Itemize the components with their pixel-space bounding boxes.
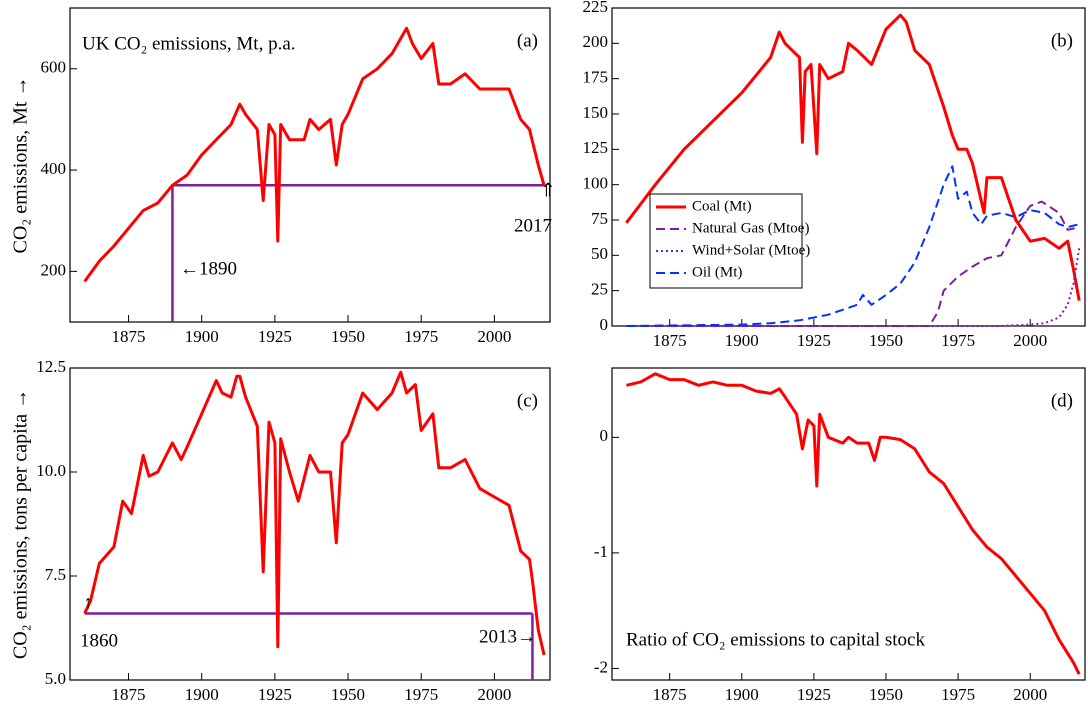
x-tick-label: 1925 xyxy=(258,685,292,704)
x-tick-label: 1975 xyxy=(941,685,975,704)
x-tick-label: 1950 xyxy=(331,327,365,346)
y-tick-label: 7.5 xyxy=(45,565,66,584)
legend-label: Natural Gas (Mtoe) xyxy=(692,220,809,236)
y-tick-label: 75 xyxy=(591,209,608,228)
legend-label: Coal (Mt) xyxy=(692,198,752,214)
y-tick-label: 50 xyxy=(591,244,608,263)
annotation: ←1890 xyxy=(180,258,237,279)
x-tick-label: 2000 xyxy=(477,685,511,704)
data-line xyxy=(626,165,1080,327)
x-tick-label: 1975 xyxy=(404,327,438,346)
annotation: 2017 xyxy=(514,215,552,236)
y-tick-label: 100 xyxy=(583,174,609,193)
x-tick-label: 1950 xyxy=(869,331,903,350)
x-tick-label: 1875 xyxy=(112,327,146,346)
x-tick-label: 1925 xyxy=(797,331,831,350)
y-tick-label: 600 xyxy=(41,58,67,77)
plot-frame xyxy=(69,367,551,681)
annotation: ⇑ xyxy=(540,180,556,201)
y-axis-label: CO₂ emissions, Mt → xyxy=(10,77,32,254)
y-tick-label: 225 xyxy=(583,0,609,16)
data-line xyxy=(626,372,1081,675)
y-tick-label: -2 xyxy=(594,657,608,676)
y-tick-label: -1 xyxy=(594,542,608,561)
x-tick-label: 1925 xyxy=(797,685,831,704)
chart-title: UK CO₂ emissions, Mt, p.a. xyxy=(82,33,296,54)
plot-frame xyxy=(69,7,551,323)
y-tick-label: 0 xyxy=(600,426,609,445)
y-axis-label: CO₂ emissions, tons per capita → xyxy=(10,389,32,659)
y-tick-label: 400 xyxy=(41,159,67,178)
annotation: Ratio of CO₂ emissions to capital stock xyxy=(626,629,925,650)
x-tick-label: 2000 xyxy=(477,327,511,346)
x-tick-label: 1875 xyxy=(112,685,146,704)
annotation: 1860 xyxy=(80,630,118,651)
x-tick-label: 1950 xyxy=(331,685,365,704)
data-line xyxy=(626,248,1081,327)
x-tick-label: 1950 xyxy=(869,685,903,704)
y-tick-label: 125 xyxy=(583,138,609,157)
y-tick-label: 12.5 xyxy=(36,357,66,376)
annotation: 2013→ xyxy=(479,626,536,647)
x-tick-label: 2000 xyxy=(1013,685,1047,704)
x-tick-label: 1875 xyxy=(653,331,687,350)
x-tick-label: 1900 xyxy=(725,331,759,350)
data-line xyxy=(625,13,1081,301)
y-tick-label: 150 xyxy=(583,103,609,122)
legend-label: Wind+Solar (Mtoe) xyxy=(692,242,810,258)
annotation: ↑ xyxy=(83,592,93,613)
y-tick-label: 200 xyxy=(41,260,67,279)
data-line xyxy=(83,370,546,656)
y-tick-label: 5.0 xyxy=(45,669,66,688)
panel-label: (c) xyxy=(517,390,538,411)
y-tick-label: 175 xyxy=(583,68,609,87)
legend-label: Oil (Mt) xyxy=(692,264,742,280)
x-tick-label: 1875 xyxy=(653,685,687,704)
x-tick-label: 1900 xyxy=(185,327,219,346)
plot-frame xyxy=(611,367,1086,681)
y-tick-label: 10.0 xyxy=(36,461,66,480)
x-tick-label: 1925 xyxy=(258,327,292,346)
y-tick-label: 0 xyxy=(600,315,609,334)
panel-label: (b) xyxy=(1051,30,1073,51)
panel-label: (a) xyxy=(517,30,538,51)
x-tick-label: 1900 xyxy=(185,685,219,704)
x-tick-label: 1975 xyxy=(941,331,975,350)
x-tick-label: 2000 xyxy=(1013,331,1047,350)
panel-label: (d) xyxy=(1051,390,1073,411)
x-tick-label: 1900 xyxy=(725,685,759,704)
data-line xyxy=(83,26,546,283)
plot-frame xyxy=(611,7,1086,327)
y-tick-label: 200 xyxy=(583,32,609,51)
data-line xyxy=(626,200,1080,327)
y-tick-label: 25 xyxy=(591,280,608,299)
x-tick-label: 1975 xyxy=(404,685,438,704)
